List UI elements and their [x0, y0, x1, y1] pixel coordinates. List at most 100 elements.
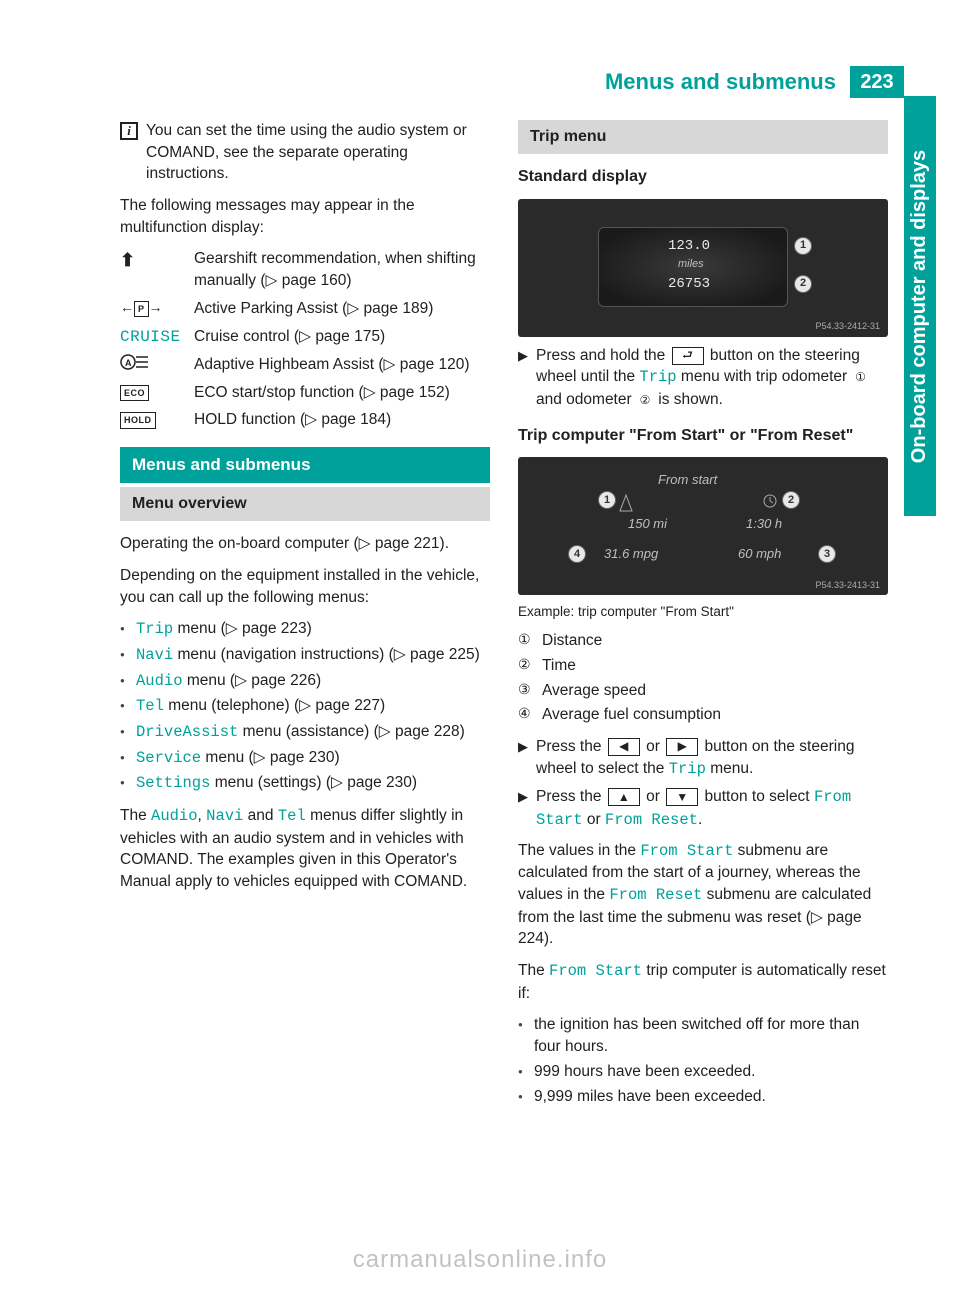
header: Menus and submenus 223 [120, 66, 904, 98]
symbol-text: Gearshift recommendation, when shifting … [194, 248, 490, 291]
left-arrow-icon: ◀ [608, 738, 640, 756]
followup-para: The following messages may appear in the… [120, 195, 490, 238]
info-block: i You can set the time using the audio s… [120, 120, 490, 185]
menu-rest: menu (▷ page 226) [183, 672, 322, 689]
step: ▶ Press and hold the ⮐ button on the ste… [518, 345, 888, 411]
step: ▶ Press the ◀ or ▶ button on the steerin… [518, 736, 888, 780]
info-text: You can set the time using the audio sys… [146, 120, 490, 185]
symbol-text: Adaptive Highbeam Assist (▷ page 120) [194, 354, 470, 376]
side-tab: On-board computer and displays [904, 96, 936, 516]
symbol-hold: HOLD [120, 409, 184, 431]
legend-item: ①Distance [518, 630, 888, 652]
fig-label: P54.33-2412-31 [815, 320, 880, 333]
menu-rest: menu (telephone) (▷ page 227) [164, 697, 385, 714]
fig-title: From start [658, 471, 717, 489]
fig-unit: miles [678, 257, 704, 272]
symbol-row: HOLD HOLD function (▷ page 184) [120, 409, 490, 431]
para-p2: Depending on the equipment installed in … [120, 565, 490, 608]
menu-name: Settings [136, 774, 210, 792]
step-icon: ▶ [518, 347, 530, 411]
trip-computer-heading: Trip computer "From Start" or "From Rese… [518, 425, 888, 447]
list-item: ●9,999 miles have been exceeded. [518, 1086, 888, 1108]
up-arrow-icon: ▲ [608, 788, 640, 806]
ref-2: ② [637, 392, 653, 408]
left-column: i You can set the time using the audio s… [120, 120, 490, 1117]
fig-time: 1:30 h [746, 515, 782, 533]
watermark: carmanualsonline.info [0, 1246, 960, 1274]
subsection-bar: Menu overview [120, 487, 490, 521]
section-bar: Menus and submenus [120, 447, 490, 483]
step-text: Press and hold the ⮐ button on the steer… [536, 345, 888, 411]
symbol-cruise: CRUISE [120, 326, 184, 348]
symbol-eco: ECO [120, 382, 184, 404]
fig-trip-value: 123.0 [668, 237, 710, 257]
menu-name: DriveAssist [136, 723, 238, 741]
fig-mpg: 31.6 mpg [604, 545, 658, 563]
step: ▶ Press the ▲ or ▼ button to select From… [518, 786, 888, 831]
reset-list: ●the ignition has been switched off for … [518, 1014, 888, 1107]
symbol-row: ECO ECO start/stop function (▷ page 152) [120, 382, 490, 404]
standard-display-heading: Standard display [518, 166, 888, 188]
symbol-parking: ←P→ [120, 298, 184, 320]
symbol-text: ECO start/stop function (▷ page 152) [194, 382, 450, 404]
para-p4: The values in the From Start submenu are… [518, 840, 888, 950]
menu-rest: menu (navigation instructions) (▷ page 2… [173, 646, 480, 663]
para-p3: The Audio, Navi and Tel menus differ sli… [120, 805, 490, 893]
header-title: Menus and submenus [605, 69, 850, 95]
fig-dist: 150 mi [628, 515, 667, 533]
legend-item: ④Average fuel consumption [518, 704, 888, 726]
symbol-text: HOLD function (▷ page 184) [194, 409, 391, 431]
menu-name: Navi [136, 646, 173, 664]
menu-rest: menu (assistance) (▷ page 228) [238, 723, 464, 740]
list-item: ●the ignition has been switched off for … [518, 1014, 888, 1057]
list-item: ●Service menu (▷ page 230) [120, 747, 490, 770]
legend-item: ②Time [518, 655, 888, 677]
legend-item: ③Average speed [518, 680, 888, 702]
symbol-row: ←P→ Active Parking Assist (▷ page 189) [120, 298, 490, 320]
symbol-text: Active Parking Assist (▷ page 189) [194, 298, 433, 320]
menu-name: Audio [136, 672, 183, 690]
symbol-row: CRUISE Cruise control (▷ page 175) [120, 326, 490, 348]
symbol-table: ⬆ Gearshift recommendation, when shiftin… [120, 248, 490, 431]
symbol-gearshift: ⬆ [120, 248, 184, 291]
info-icon: i [120, 122, 138, 140]
marker-2: 2 [782, 491, 800, 509]
menu-name: Trip [136, 620, 173, 638]
list-item: ●Tel menu (telephone) (▷ page 227) [120, 695, 490, 718]
marker-2: 2 [794, 275, 812, 293]
symbol-text: Cruise control (▷ page 175) [194, 326, 385, 348]
columns: i You can set the time using the audio s… [120, 120, 904, 1117]
list-item: ●999 hours have been exceeded. [518, 1061, 888, 1083]
menu-rest: menu (settings) (▷ page 230) [210, 774, 417, 791]
step-text: Press the ▲ or ▼ button to select From S… [536, 786, 888, 831]
list-item: ●Trip menu (▷ page 223) [120, 618, 490, 641]
figure-trip-computer: From start 1 2 4 3 150 mi 1:30 h 31.6 mp… [518, 457, 888, 595]
step-icon: ▶ [518, 788, 530, 831]
symbol-highbeam: A [120, 354, 184, 376]
dist-icon [618, 493, 634, 513]
back-button-icon: ⮐ [672, 347, 704, 365]
fig-odo-value: 26753 [668, 275, 710, 295]
ref-1: ① [853, 369, 869, 385]
symbol-row: A Adaptive Highbeam Assist (▷ page 120) [120, 354, 490, 376]
step-text: Press the ◀ or ▶ button on the steering … [536, 736, 888, 780]
menu-rest: menu (▷ page 230) [201, 749, 340, 766]
down-arrow-icon: ▼ [666, 788, 698, 806]
legend: ①Distance ②Time ③Average speed ④Average … [518, 630, 888, 726]
right-column: Trip menu Standard display 123.0 miles 2… [518, 120, 888, 1117]
marker-4: 4 [568, 545, 586, 563]
marker-1: 1 [598, 491, 616, 509]
marker-1: 1 [794, 237, 812, 255]
para-p5: The From Start trip computer is automati… [518, 960, 888, 1004]
trip-menu-bar: Trip menu [518, 120, 888, 154]
menu-bullet-list: ●Trip menu (▷ page 223) ●Navi menu (navi… [120, 618, 490, 795]
para-p1: Operating the on-board computer (▷ page … [120, 533, 490, 555]
figure-odometer: 123.0 miles 26753 1 2 P54.33-2412-31 [518, 199, 888, 337]
fig-label: P54.33-2413-31 [815, 579, 880, 592]
side-tab-label: On-board computer and displays [909, 149, 932, 462]
figure-caption: Example: trip computer "From Start" [518, 603, 888, 622]
list-item: ●Navi menu (navigation instructions) (▷ … [120, 644, 490, 667]
marker-3: 3 [818, 545, 836, 563]
list-item: ●Settings menu (settings) (▷ page 230) [120, 772, 490, 795]
right-arrow-icon: ▶ [666, 738, 698, 756]
